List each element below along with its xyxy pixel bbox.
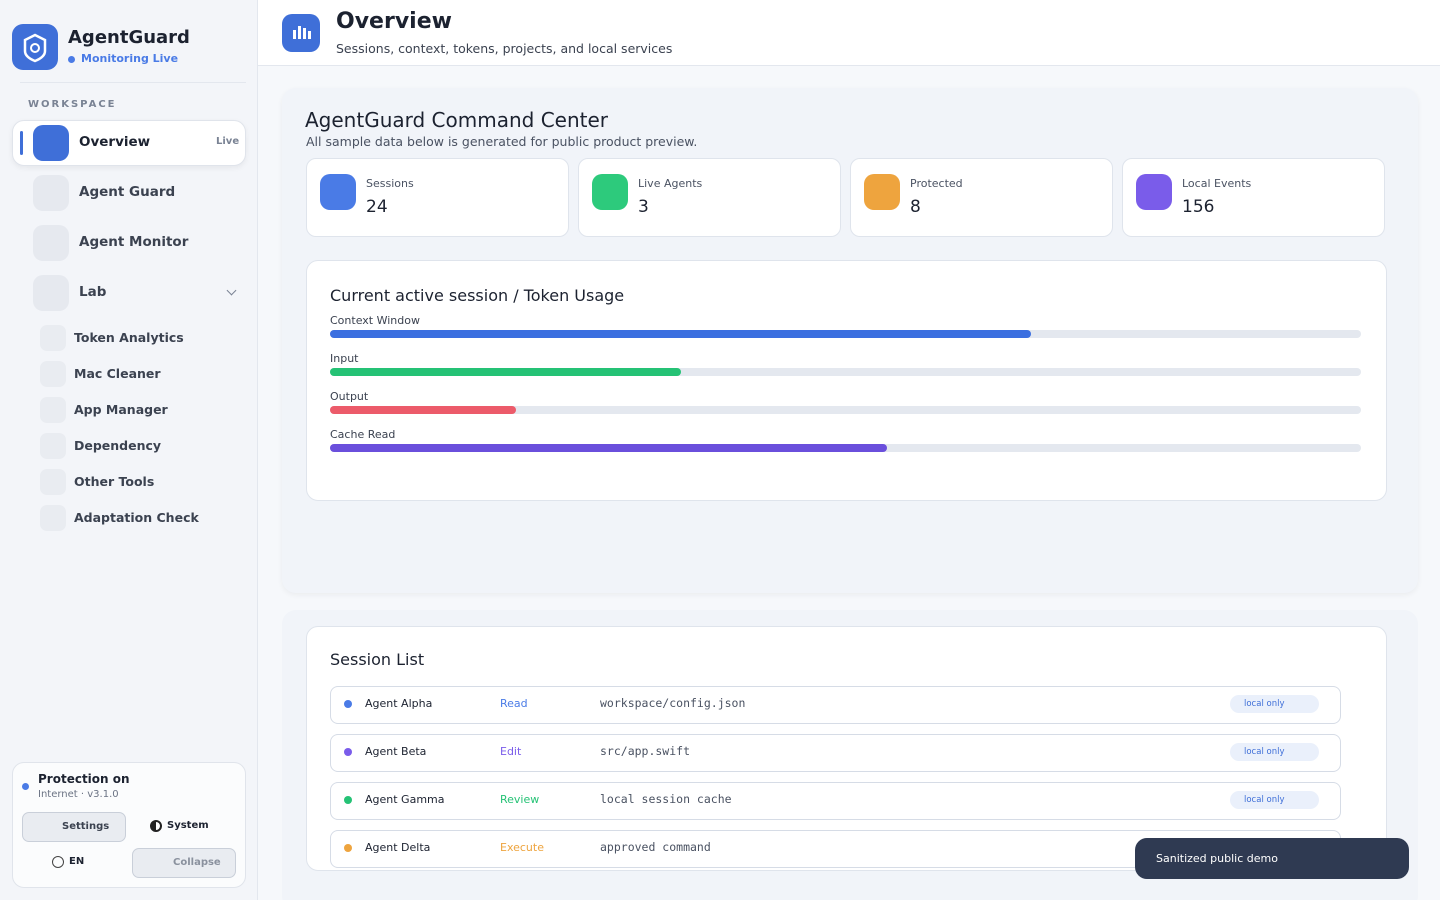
- session-scope: local only: [1230, 791, 1319, 809]
- stat-icon: [1136, 174, 1172, 210]
- protection-dot: [22, 783, 29, 790]
- language-select[interactable]: EN: [69, 856, 85, 867]
- header: [258, 0, 1440, 66]
- lab-icon: [40, 469, 66, 495]
- status: Monitoring Live: [81, 52, 179, 65]
- bar-label: Input: [330, 352, 359, 365]
- session-agent: Agent Alpha: [365, 697, 433, 710]
- lab-icon: [40, 397, 66, 423]
- divider: [20, 82, 246, 83]
- stat-value: 24: [366, 197, 388, 217]
- theme-icon: [150, 820, 162, 832]
- meta: Internet · v3.1.0: [38, 789, 119, 800]
- nav-item[interactable]: Lab: [79, 284, 107, 300]
- nav-icon: [33, 225, 69, 261]
- page-subtitle: Sessions, context, tokens, projects, and…: [336, 41, 673, 56]
- nav-icon: [33, 125, 69, 161]
- app-name: AgentGuard: [68, 27, 190, 48]
- lab-item[interactable]: Mac Cleaner: [74, 366, 161, 381]
- stat-icon: [592, 174, 628, 210]
- session-target: approved command: [600, 840, 711, 854]
- bar-track: [330, 368, 1361, 376]
- bar-fill: [330, 368, 681, 376]
- toast: Sanitized public demo: [1135, 838, 1409, 879]
- panel-note: All sample data below is generated for p…: [306, 134, 698, 149]
- session-action: Read: [500, 697, 528, 710]
- lab-icon: [40, 325, 66, 351]
- theme-select[interactable]: System: [167, 820, 209, 831]
- session-agent: Agent Beta: [365, 745, 427, 758]
- stat-label: Live Agents: [638, 177, 703, 190]
- lab-icon: [40, 433, 66, 459]
- session-action: Execute: [500, 841, 544, 854]
- session-scope: local only: [1230, 743, 1319, 761]
- nav-icon: [33, 175, 69, 211]
- bar-label: Context Window: [330, 314, 420, 327]
- lab-icon: [40, 505, 66, 531]
- session-dot: [344, 844, 352, 852]
- session-row[interactable]: [330, 782, 1341, 820]
- lab-item[interactable]: Dependency: [74, 438, 162, 453]
- nav-badge: Live: [216, 136, 240, 147]
- protection: Protection on: [38, 772, 130, 786]
- app-logo: [12, 24, 58, 70]
- bars-icon: [293, 26, 311, 39]
- nav-indicator: [20, 131, 23, 155]
- session-dot: [344, 748, 352, 756]
- bar-fill: [330, 444, 887, 452]
- bar-fill: [330, 330, 1032, 338]
- session-dot: [344, 796, 352, 804]
- token-card: [306, 260, 1387, 501]
- stat-icon: [864, 174, 900, 210]
- status-dot: [68, 56, 75, 63]
- stat-label: Sessions: [366, 177, 414, 190]
- session-row[interactable]: [330, 686, 1341, 724]
- bar-fill: [330, 406, 516, 414]
- session-action: Edit: [500, 745, 522, 758]
- stat-value: 8: [910, 197, 921, 217]
- panel-title: AgentGuard Command Center: [305, 108, 609, 132]
- lab-item[interactable]: Adaptation Check: [74, 510, 199, 525]
- stat-icon: [320, 174, 356, 210]
- stat-value: 156: [1182, 197, 1215, 217]
- settings-button[interactable]: Settings: [22, 812, 126, 842]
- stat-label: Local Events: [1182, 177, 1252, 190]
- lab-item[interactable]: Other Tools: [74, 474, 155, 489]
- lab-icon: [40, 361, 66, 387]
- lab-item[interactable]: App Manager: [74, 402, 168, 417]
- session-action: Review: [500, 793, 540, 806]
- nav-item[interactable]: Agent Guard: [79, 184, 176, 200]
- session-agent: Agent Delta: [365, 841, 431, 854]
- lab-item[interactable]: Token Analytics: [74, 330, 184, 345]
- collapse-button[interactable]: Collapse: [132, 848, 236, 878]
- nav-icon: [33, 275, 69, 311]
- stat-label: Protected: [910, 177, 963, 190]
- session-target: local session cache: [600, 792, 732, 806]
- session-row[interactable]: [330, 734, 1341, 772]
- page-title: Overview: [336, 9, 452, 34]
- session-agent: Agent Gamma: [365, 793, 445, 806]
- nav-item[interactable]: Overview: [79, 134, 151, 150]
- language-icon: [52, 856, 64, 868]
- bar-track: [330, 406, 1361, 414]
- section-label: WORKSPACE: [28, 99, 117, 110]
- session-target: src/app.swift: [600, 744, 691, 758]
- session-dot: [344, 700, 352, 708]
- session-target: workspace/config.json: [600, 696, 746, 710]
- stat-value: 3: [638, 197, 649, 217]
- session-scope: local only: [1230, 695, 1319, 713]
- logo-icon: [23, 33, 47, 63]
- session-title: Session List: [330, 650, 425, 669]
- header-icon: [282, 14, 320, 52]
- token-title: Current active session / Token Usage: [330, 286, 625, 305]
- bar-label: Cache Read: [330, 428, 396, 441]
- bar-label: Output: [330, 390, 369, 403]
- nav-item[interactable]: Agent Monitor: [79, 234, 189, 250]
